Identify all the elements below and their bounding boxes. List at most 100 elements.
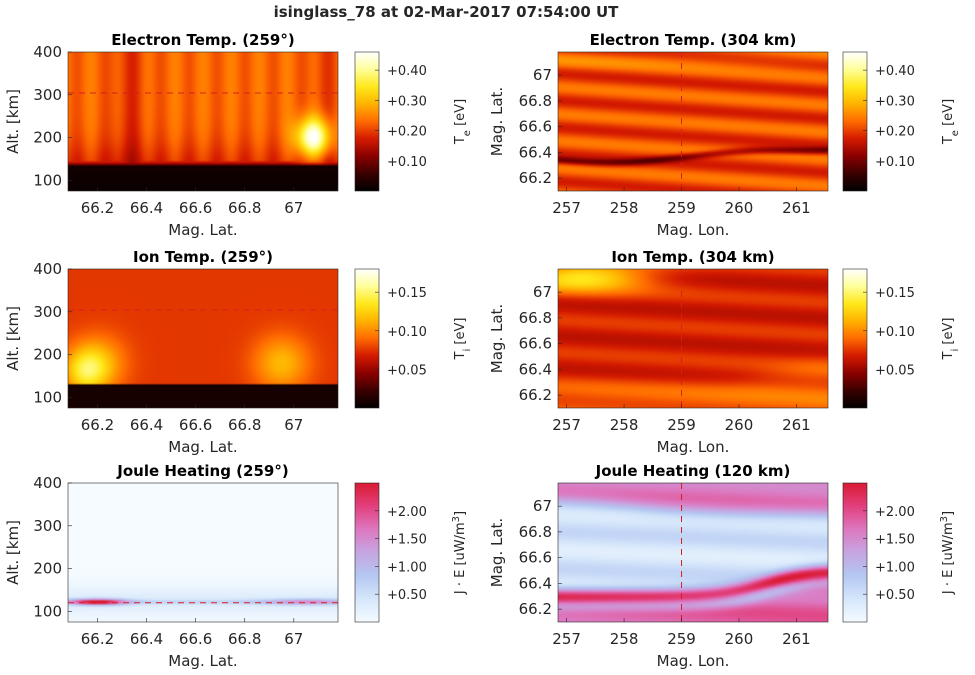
x-axis-label: Mag. Lon. [657, 652, 730, 670]
colorbar-tick-label: +1.00 [875, 560, 915, 575]
colorbar-frame [842, 51, 868, 192]
x-tick-label: 259 [667, 199, 696, 217]
panel-p5: 66.2 66.4 66.6 66.8 67 100 200 300 400 Joule Heat… [4, 462, 468, 670]
panel-title: Electron Temp. (259°) [111, 31, 294, 49]
panel-title: Joule Heating (259°) [116, 462, 288, 480]
colorbar-tick-label: +2.00 [387, 505, 427, 520]
y-tick-label: 67 [533, 497, 552, 515]
panel-p3: 66.2 66.4 66.6 66.8 67 100 200 300 400 Ion Temp. … [4, 248, 473, 456]
axes-frame [557, 51, 829, 192]
y-tick-label: 200 [33, 129, 62, 147]
y-tick-label: 300 [33, 86, 62, 104]
y-axis-label: Alt. [km] [4, 89, 22, 154]
y-axis-label: Mag. Lat. [488, 87, 506, 156]
y-tick-label: 300 [33, 517, 62, 535]
y-tick-label: 66.8 [519, 309, 552, 327]
x-tick-label: 66.8 [228, 416, 261, 434]
colorbar [843, 483, 867, 622]
heatmap-image [68, 52, 338, 191]
heatmap-image [558, 483, 828, 622]
y-tick-label: 66.8 [519, 92, 552, 110]
colorbar-tick-label: +0.10 [875, 155, 915, 170]
y-axis-label: Alt. [km] [4, 306, 22, 371]
colorbar-label: Ti [eV] [941, 318, 961, 361]
colorbar-tick-label: +0.05 [387, 363, 427, 378]
y-tick-label: 66.4 [519, 360, 552, 378]
x-tick-label: 258 [610, 630, 639, 648]
heatmap-image [558, 52, 828, 191]
x-tick-label: 66.4 [130, 199, 163, 217]
colorbar-tick-label: +0.15 [875, 286, 915, 301]
x-tick-label: 66.4 [130, 416, 163, 434]
colorbar-tick-label: +1.50 [875, 533, 915, 548]
x-axis-label: Mag. Lon. [657, 221, 730, 239]
axes-frame [67, 268, 339, 409]
y-tick-label: 400 [33, 474, 62, 492]
colorbar [843, 52, 867, 191]
x-tick-label: 261 [782, 199, 811, 217]
y-tick-label: 66.2 [519, 386, 552, 404]
figure-title: isinglass_78 at 02-Mar-2017 07:54:00 UT [274, 3, 620, 21]
colorbar [355, 52, 379, 191]
colorbar-tick-label: +0.30 [387, 94, 427, 109]
axes-frame [557, 268, 829, 409]
x-axis-label: Mag. Lat. [168, 221, 237, 239]
x-tick-label: 261 [782, 416, 811, 434]
colorbar-tick-label: +0.10 [387, 155, 427, 170]
x-tick-label: 259 [667, 630, 696, 648]
colorbar-frame [354, 268, 380, 409]
x-tick-label: 66.2 [81, 416, 114, 434]
x-tick-label: 67 [284, 630, 303, 648]
panels: 66.2 66.4 66.6 66.8 67 100 200 300 400 Electron T… [4, 31, 961, 670]
colorbar-frame [354, 482, 380, 623]
y-axis-label: Alt. [km] [4, 520, 22, 585]
y-tick-label: 400 [33, 43, 62, 61]
x-tick-label: 257 [552, 199, 581, 217]
y-tick-label: 300 [33, 303, 62, 321]
x-tick-label: 260 [725, 416, 754, 434]
y-tick-label: 100 [33, 388, 62, 406]
colorbar-tick-label: +1.50 [387, 533, 427, 548]
colorbar-tick-label: +0.05 [875, 363, 915, 378]
y-tick-label: 100 [33, 171, 62, 189]
colorbar-label: J · E [uW/m3] [451, 511, 469, 595]
panel-title: Electron Temp. (304 km) [590, 31, 797, 49]
heatmap-image [68, 269, 338, 408]
colorbar-tick-label: +0.10 [875, 325, 915, 340]
axes-frame [67, 482, 339, 623]
colorbar-tick-label: +0.20 [875, 125, 915, 140]
colorbar-tick-label: +2.00 [875, 505, 915, 520]
panel-p2: 257 258 259 260 261 66.2 66.4 66.6 66.8 67 Electro… [488, 31, 961, 239]
x-tick-label: 257 [552, 630, 581, 648]
y-tick-label: 400 [33, 260, 62, 278]
colorbar-tick-label: +0.10 [387, 325, 427, 340]
colorbar-frame [842, 482, 868, 623]
colorbar [843, 269, 867, 408]
x-tick-label: 257 [552, 416, 581, 434]
colorbar-label: J · E [uW/m3] [939, 511, 957, 595]
x-tick-label: 261 [782, 630, 811, 648]
y-tick-label: 66.4 [519, 574, 552, 592]
colorbar-label: Te [eV] [941, 99, 961, 145]
colorbar-tick-label: +1.00 [387, 560, 427, 575]
colorbar-tick-label: +0.20 [387, 125, 427, 140]
colorbar-tick-label: +0.30 [875, 94, 915, 109]
y-tick-label: 66.6 [519, 118, 552, 136]
axes-frame [557, 482, 829, 623]
x-tick-label: 66.2 [81, 630, 114, 648]
colorbar [355, 269, 379, 408]
x-tick-label: 258 [610, 416, 639, 434]
x-tick-label: 66.8 [228, 630, 261, 648]
panel-p4: 257 258 259 260 261 66.2 66.4 66.6 66.8 67 Ion Tem… [488, 248, 961, 456]
y-tick-label: 66.6 [519, 549, 552, 567]
colorbar-tick-label: +0.15 [387, 286, 427, 301]
x-tick-label: 66.6 [179, 199, 212, 217]
x-axis-label: Mag. Lat. [168, 438, 237, 456]
y-tick-label: 67 [533, 66, 552, 84]
x-tick-label: 66.8 [228, 199, 261, 217]
x-axis-label: Mag. Lat. [168, 652, 237, 670]
y-tick-label: 66.8 [519, 523, 552, 541]
panel-title: Joule Heating (120 km) [595, 462, 791, 480]
heatmap-image [68, 483, 338, 622]
y-tick-label: 66.4 [519, 143, 552, 161]
